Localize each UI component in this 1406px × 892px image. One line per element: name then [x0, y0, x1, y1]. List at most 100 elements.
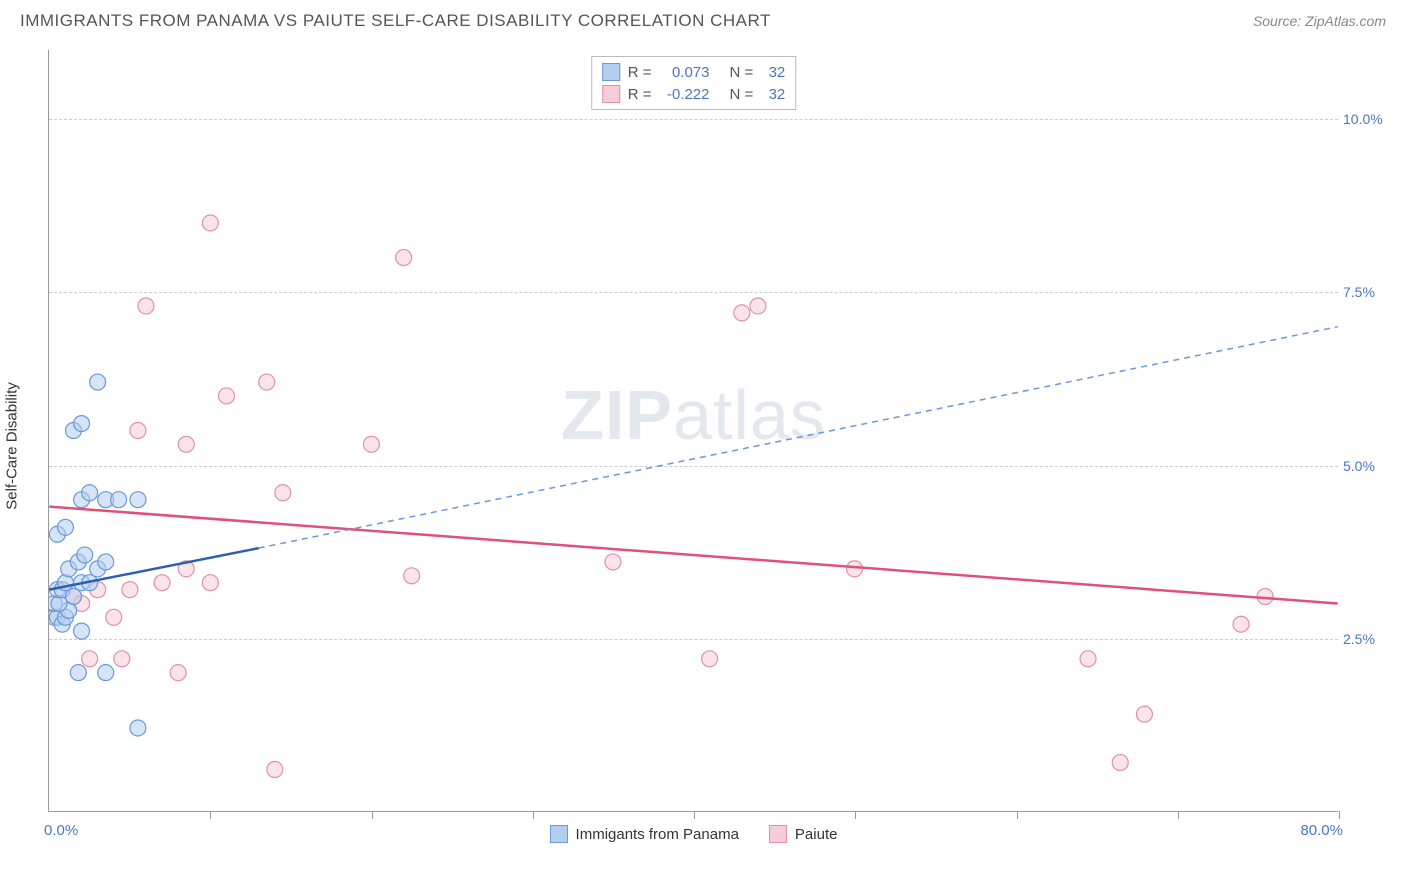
trend-line: [49, 507, 1337, 604]
x-tick: [1017, 811, 1018, 819]
gridline: [49, 639, 1338, 640]
legend-series-item: Immigants from Panama: [550, 825, 739, 843]
x-tick: [694, 811, 695, 819]
scatter-point: [138, 298, 154, 314]
trend-line: [259, 327, 1338, 548]
scatter-point: [70, 665, 86, 681]
x-tick: [1178, 811, 1179, 819]
legend-stats-row: R =-0.222N =32: [602, 83, 786, 105]
scatter-point: [702, 651, 718, 667]
scatter-point: [1257, 589, 1273, 605]
scatter-point: [275, 485, 291, 501]
scatter-point: [70, 554, 86, 570]
gridline: [49, 119, 1338, 120]
y-axis-label: Self-Care Disability: [4, 382, 21, 510]
legend-n-value: 32: [761, 86, 785, 103]
scatter-point: [74, 623, 90, 639]
legend-r-label: R =: [628, 64, 652, 81]
legend-n-value: 32: [761, 64, 785, 81]
source-label: Source: ZipAtlas.com: [1253, 13, 1386, 29]
legend-series-label: Paiute: [795, 826, 838, 843]
watermark: ZIPatlas: [561, 375, 826, 455]
scatter-point: [82, 485, 98, 501]
gridline: [49, 466, 1338, 467]
plot-area: ZIPatlas 2.5%5.0%7.5%10.0% R =0.073N =32…: [48, 50, 1338, 812]
scatter-point: [49, 595, 62, 611]
scatter-point: [54, 616, 70, 632]
scatter-point: [154, 575, 170, 591]
chart-title: IMMIGRANTS FROM PANAMA VS PAIUTE SELF-CA…: [20, 11, 771, 31]
gridline: [49, 292, 1338, 293]
x-tick: [210, 811, 211, 819]
scatter-point: [202, 215, 218, 231]
scatter-point: [1080, 651, 1096, 667]
scatter-point: [106, 609, 122, 625]
x-tick: [855, 811, 856, 819]
y-tick-label: 10.0%: [1343, 111, 1388, 127]
scatter-point: [57, 575, 73, 591]
scatter-point: [54, 582, 70, 598]
scatter-point: [90, 582, 106, 598]
scatter-point: [98, 492, 114, 508]
scatter-point: [122, 582, 138, 598]
scatter-point: [178, 561, 194, 577]
legend-r-label: R =: [628, 86, 652, 103]
scatter-point: [202, 575, 218, 591]
scatter-point: [66, 423, 82, 439]
scatter-point: [74, 416, 90, 432]
watermark-bold: ZIP: [561, 376, 673, 454]
legend-series-label: Immigants from Panama: [576, 826, 739, 843]
scatter-point: [178, 436, 194, 452]
y-tick-label: 2.5%: [1343, 631, 1388, 647]
scatter-point: [1112, 755, 1128, 771]
scatter-point: [49, 526, 65, 542]
scatter-point: [61, 602, 77, 618]
scatter-point: [734, 305, 750, 321]
legend-swatch: [550, 825, 568, 843]
legend-series: Immigants from Panama Paiute: [550, 825, 838, 843]
scatter-point: [404, 568, 420, 584]
scatter-point: [49, 609, 62, 625]
watermark-light: atlas: [673, 376, 826, 454]
scatter-point: [114, 651, 130, 667]
trend-line: [49, 548, 258, 590]
y-tick-label: 7.5%: [1343, 284, 1388, 300]
scatter-point: [396, 250, 412, 266]
scatter-point: [170, 665, 186, 681]
scatter-point: [218, 388, 234, 404]
scatter-point: [57, 609, 73, 625]
scatter-point: [82, 651, 98, 667]
legend-n-label: N =: [730, 64, 754, 81]
x-tick: [533, 811, 534, 819]
scatter-point: [66, 589, 82, 605]
scatter-point: [605, 554, 621, 570]
x-max-label: 80.0%: [1300, 822, 1343, 839]
scatter-point: [750, 298, 766, 314]
scatter-point: [98, 554, 114, 570]
x-min-label: 0.0%: [44, 822, 78, 839]
scatter-point: [363, 436, 379, 452]
scatter-point: [74, 595, 90, 611]
scatter-point: [111, 492, 127, 508]
scatter-point: [847, 561, 863, 577]
scatter-point: [57, 519, 73, 535]
legend-r-value: 0.073: [660, 64, 710, 81]
legend-r-value: -0.222: [660, 86, 710, 103]
scatter-point: [130, 423, 146, 439]
scatter-point: [259, 374, 275, 390]
legend-swatch: [602, 85, 620, 103]
scatter-point: [61, 561, 77, 577]
scatter-point: [74, 575, 90, 591]
x-tick: [372, 811, 373, 819]
scatter-point: [90, 561, 106, 577]
x-tick: [1339, 811, 1340, 819]
legend-stats: R =0.073N =32R =-0.222N =32: [591, 56, 797, 110]
scatter-point: [98, 665, 114, 681]
legend-stats-row: R = 0.073 N = 32: [602, 61, 786, 83]
scatter-point: [74, 492, 90, 508]
chart-container: Self-Care Disability ZIPatlas 2.5%5.0%7.…: [48, 50, 1388, 842]
legend-series-item: Paiute: [769, 825, 838, 843]
scatter-point: [49, 609, 65, 625]
scatter-point: [1233, 616, 1249, 632]
scatter-svg: [49, 50, 1338, 811]
